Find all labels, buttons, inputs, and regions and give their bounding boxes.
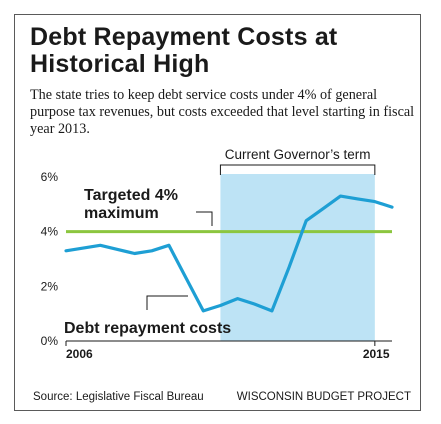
target-label: maximum: [84, 205, 159, 222]
y-tick-label: 4%: [41, 225, 59, 239]
governor-term-shade: [220, 174, 375, 341]
series-label: Debt repayment costs: [64, 320, 231, 337]
governor-term-label: Current Governor’s term: [225, 147, 371, 162]
credit-note: WISCONSIN BUDGET PROJECT: [236, 391, 411, 403]
x-tick-label: 2015: [363, 347, 390, 361]
chart-title: Debt Repayment Costs at Historical High: [30, 23, 338, 78]
x-tick-label: 2006: [66, 347, 93, 361]
source-note: Source: Legislative Fiscal Bureau: [33, 391, 204, 403]
series-leader-line: [146, 295, 188, 310]
governor-term-bracket: [219, 164, 376, 175]
target-leader-line: [196, 211, 213, 226]
chart-frame: [14, 14, 421, 411]
chart-subtitle: The state tries to keep debt service cos…: [30, 87, 415, 137]
y-tick-label: 6%: [41, 170, 59, 184]
y-tick-label: 0%: [41, 334, 59, 348]
target-label: Targeted 4%: [84, 187, 178, 204]
debt-repayment-line: [64, 194, 394, 313]
y-tick-label: 2%: [41, 279, 59, 293]
